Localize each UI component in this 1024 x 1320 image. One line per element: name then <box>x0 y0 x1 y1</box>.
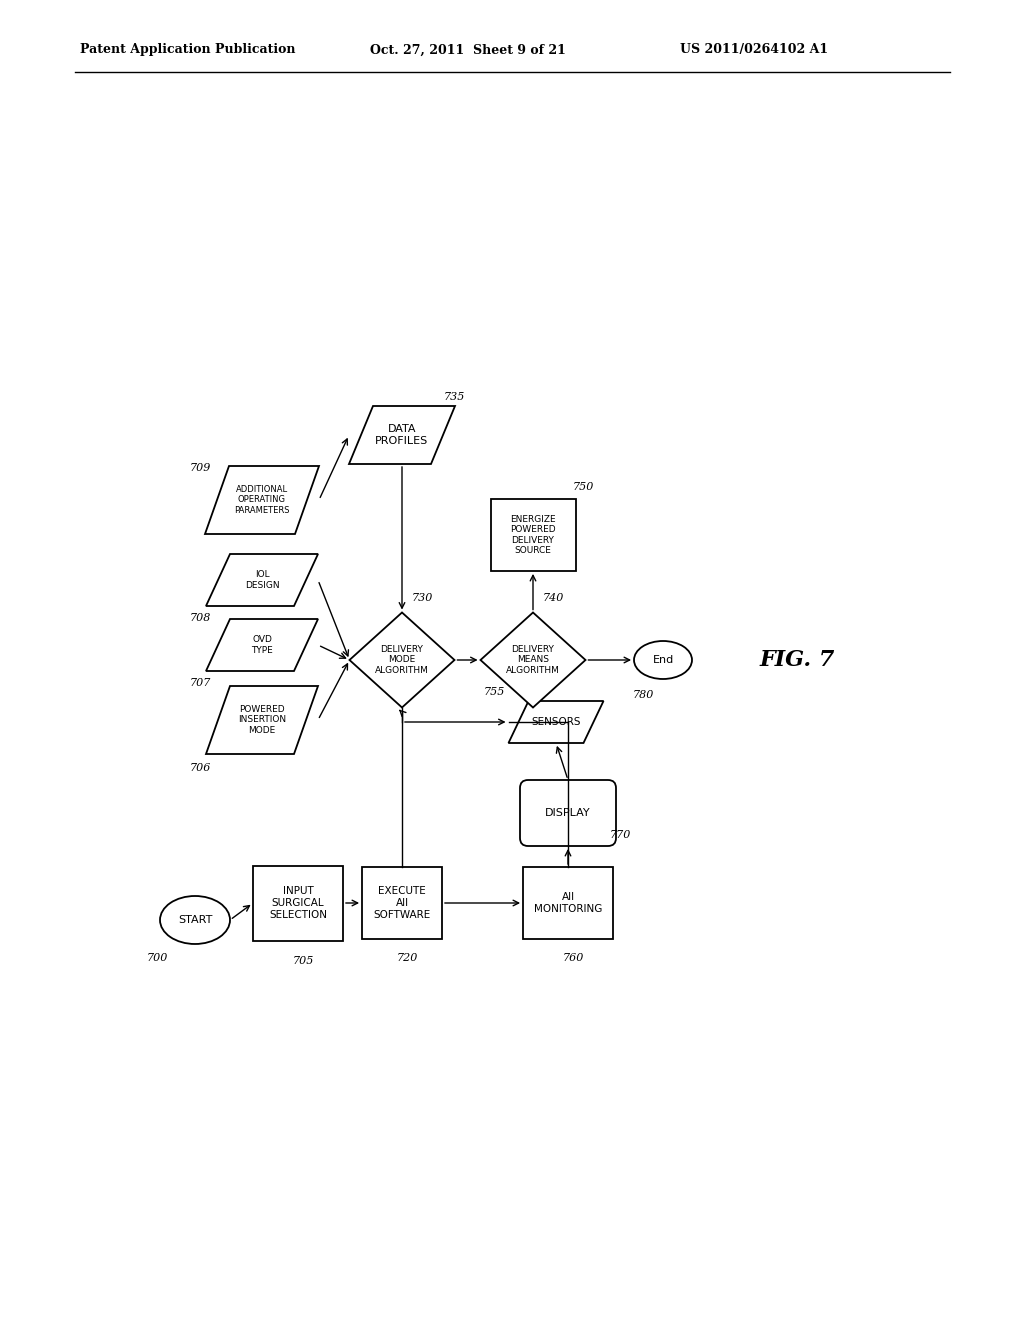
Text: 770: 770 <box>609 830 631 840</box>
Text: US 2011/0264102 A1: US 2011/0264102 A1 <box>680 44 828 57</box>
Ellipse shape <box>634 642 692 678</box>
Text: EXECUTE
AII
SOFTWARE: EXECUTE AII SOFTWARE <box>374 887 431 920</box>
Text: 700: 700 <box>146 953 168 964</box>
Polygon shape <box>349 612 455 708</box>
Text: ENERGIZE
POWERED
DELIVERY
SOURCE: ENERGIZE POWERED DELIVERY SOURCE <box>510 515 556 556</box>
Text: POWERED
INSERTION
MODE: POWERED INSERTION MODE <box>238 705 286 735</box>
Bar <box>362 867 442 939</box>
Text: DELIVERY
MEANS
ALGORITHM: DELIVERY MEANS ALGORITHM <box>506 645 560 675</box>
Text: IOL
DESIGN: IOL DESIGN <box>245 570 280 590</box>
Ellipse shape <box>160 896 230 944</box>
Text: 760: 760 <box>562 953 584 964</box>
Bar <box>490 499 575 572</box>
Text: DELIVERY
MODE
ALGORITHM: DELIVERY MODE ALGORITHM <box>375 645 429 675</box>
Text: DISPLAY: DISPLAY <box>545 808 591 818</box>
Text: DATA
PROFILES: DATA PROFILES <box>376 424 429 446</box>
Text: 720: 720 <box>396 953 418 964</box>
Text: 706: 706 <box>189 763 211 774</box>
Bar <box>253 866 343 940</box>
Text: 780: 780 <box>632 690 653 700</box>
Text: 707: 707 <box>189 678 211 688</box>
Text: SENSORS: SENSORS <box>531 717 581 727</box>
Polygon shape <box>205 466 319 535</box>
Polygon shape <box>206 686 318 754</box>
Text: ADDITIONAL
OPERATING
PARAMETERS: ADDITIONAL OPERATING PARAMETERS <box>234 486 290 515</box>
Text: 730: 730 <box>412 593 433 603</box>
Polygon shape <box>480 612 586 708</box>
Text: Oct. 27, 2011  Sheet 9 of 21: Oct. 27, 2011 Sheet 9 of 21 <box>370 44 566 57</box>
Text: OVD
TYPE: OVD TYPE <box>251 635 272 655</box>
Text: START: START <box>178 915 212 925</box>
Text: AII
MONITORING: AII MONITORING <box>534 892 602 913</box>
Text: End: End <box>652 655 674 665</box>
Polygon shape <box>349 407 455 465</box>
Text: 705: 705 <box>292 956 313 966</box>
Text: INPUT
SURGICAL
SELECTION: INPUT SURGICAL SELECTION <box>269 887 327 920</box>
Polygon shape <box>206 619 318 671</box>
Text: 735: 735 <box>443 392 465 403</box>
Polygon shape <box>206 554 318 606</box>
Text: 755: 755 <box>483 686 505 697</box>
Polygon shape <box>509 701 603 743</box>
Text: 740: 740 <box>543 593 563 603</box>
Text: Patent Application Publication: Patent Application Publication <box>80 44 296 57</box>
Text: FIG. 7: FIG. 7 <box>760 649 836 671</box>
Text: 708: 708 <box>189 612 211 623</box>
FancyBboxPatch shape <box>520 780 616 846</box>
Text: 750: 750 <box>572 482 594 492</box>
Bar <box>523 867 613 939</box>
Text: 709: 709 <box>189 463 211 473</box>
